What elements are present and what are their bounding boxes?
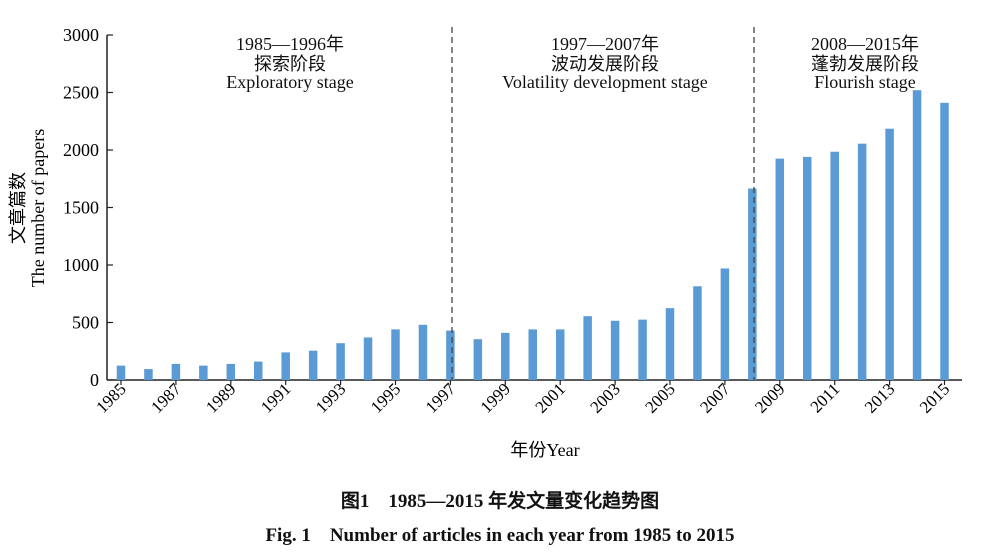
bar-1990 — [254, 361, 263, 380]
bar-1999 — [501, 332, 510, 380]
bar-1996 — [418, 324, 428, 380]
y-axis-label-cn: 文章篇数 — [8, 172, 28, 244]
x-axis-label: 年份Year — [510, 440, 579, 460]
y-tick-label: 1000 — [63, 255, 99, 275]
y-tick-label: 2000 — [63, 140, 99, 160]
stage-3-range: 2008—2015年 — [811, 34, 919, 54]
y-tick-label: 2500 — [63, 83, 99, 103]
x-ticks: 1985 1987 1989 1991 1993 1995 1997 1999 2001 2003… — [92, 379, 953, 417]
bar-2011 — [830, 151, 839, 380]
bar-1989 — [226, 363, 236, 380]
bar-1985 — [116, 365, 126, 380]
x-tick-label: 2013 — [861, 379, 898, 416]
bar-1986 — [144, 369, 153, 380]
stage-1-name-en: Exploratory stage — [226, 72, 353, 92]
stage-2-range: 1997—2007年 — [551, 34, 659, 54]
x-tick-label: 2015 — [916, 379, 953, 416]
bar-2012 — [857, 143, 867, 380]
stage-1-range: 1985—1996年 — [236, 34, 344, 54]
x-tick-label: 2011 — [806, 379, 843, 416]
bar-1994 — [363, 337, 373, 380]
y-tick-label: 500 — [72, 313, 99, 333]
stage-3-name-en: Flourish stage — [814, 72, 916, 92]
x-tick-label: 2009 — [751, 379, 788, 416]
x-tick-label: 2007 — [696, 379, 734, 417]
bar-1991 — [281, 352, 290, 380]
bar-1987 — [171, 363, 181, 380]
x-tick-label: 1991 — [257, 379, 294, 416]
bar-1988 — [199, 365, 208, 380]
x-tick-label: 1995 — [367, 379, 404, 416]
bar-2004 — [638, 319, 647, 380]
x-tick-label: 2001 — [532, 379, 569, 416]
y-tick-label: 1500 — [63, 198, 99, 218]
x-tick-label: 1999 — [477, 379, 514, 416]
y-tick-label: 0 — [90, 370, 99, 390]
figure-caption-en: Fig. 1 Number of articles in each year f… — [265, 525, 735, 546]
x-tick-label: 1987 — [147, 379, 185, 417]
bars — [116, 90, 949, 380]
bar-2008 — [748, 188, 757, 380]
stage-3-name-cn: 蓬勃发展阶段 — [811, 54, 919, 74]
bar-1997 — [446, 330, 455, 380]
bar-1992 — [308, 350, 318, 380]
bar-2000 — [528, 329, 537, 380]
bar-2003 — [610, 320, 620, 380]
bar-2002 — [583, 316, 592, 380]
bar-2013 — [885, 128, 894, 380]
stage-2-name-en: Volatility development stage — [502, 72, 708, 92]
bar-2009 — [775, 158, 785, 380]
x-tick-label: 1989 — [202, 379, 239, 416]
bar-2007 — [720, 268, 730, 380]
bar-1993 — [336, 343, 345, 380]
stage-2-name-cn: 波动发展阶段 — [551, 54, 659, 74]
bar-2014 — [912, 90, 922, 380]
y-axis-label-en: The number of papers — [28, 129, 48, 287]
stage-1-name-cn: 探索阶段 — [254, 54, 326, 74]
figure-caption-cn: 图1 1985—2015 年发文量变化趋势图 — [340, 491, 660, 512]
bar-2015 — [940, 102, 949, 380]
x-tick-label: 2003 — [586, 379, 623, 416]
bar-1998 — [473, 339, 483, 380]
bar-2006 — [693, 286, 702, 380]
y-ticks: 0 500 1000 1500 2000 2500 3000 — [63, 25, 113, 390]
x-tick-label: 1993 — [312, 379, 349, 416]
bar-2010 — [803, 156, 812, 380]
stage-dividers — [451, 27, 755, 380]
bar-1995 — [391, 329, 400, 380]
x-tick-label: 2005 — [641, 379, 678, 416]
bar-2005 — [665, 308, 675, 380]
y-tick-label: 3000 — [63, 25, 99, 45]
x-tick-label: 1997 — [422, 379, 460, 417]
bar-2001 — [555, 329, 565, 380]
